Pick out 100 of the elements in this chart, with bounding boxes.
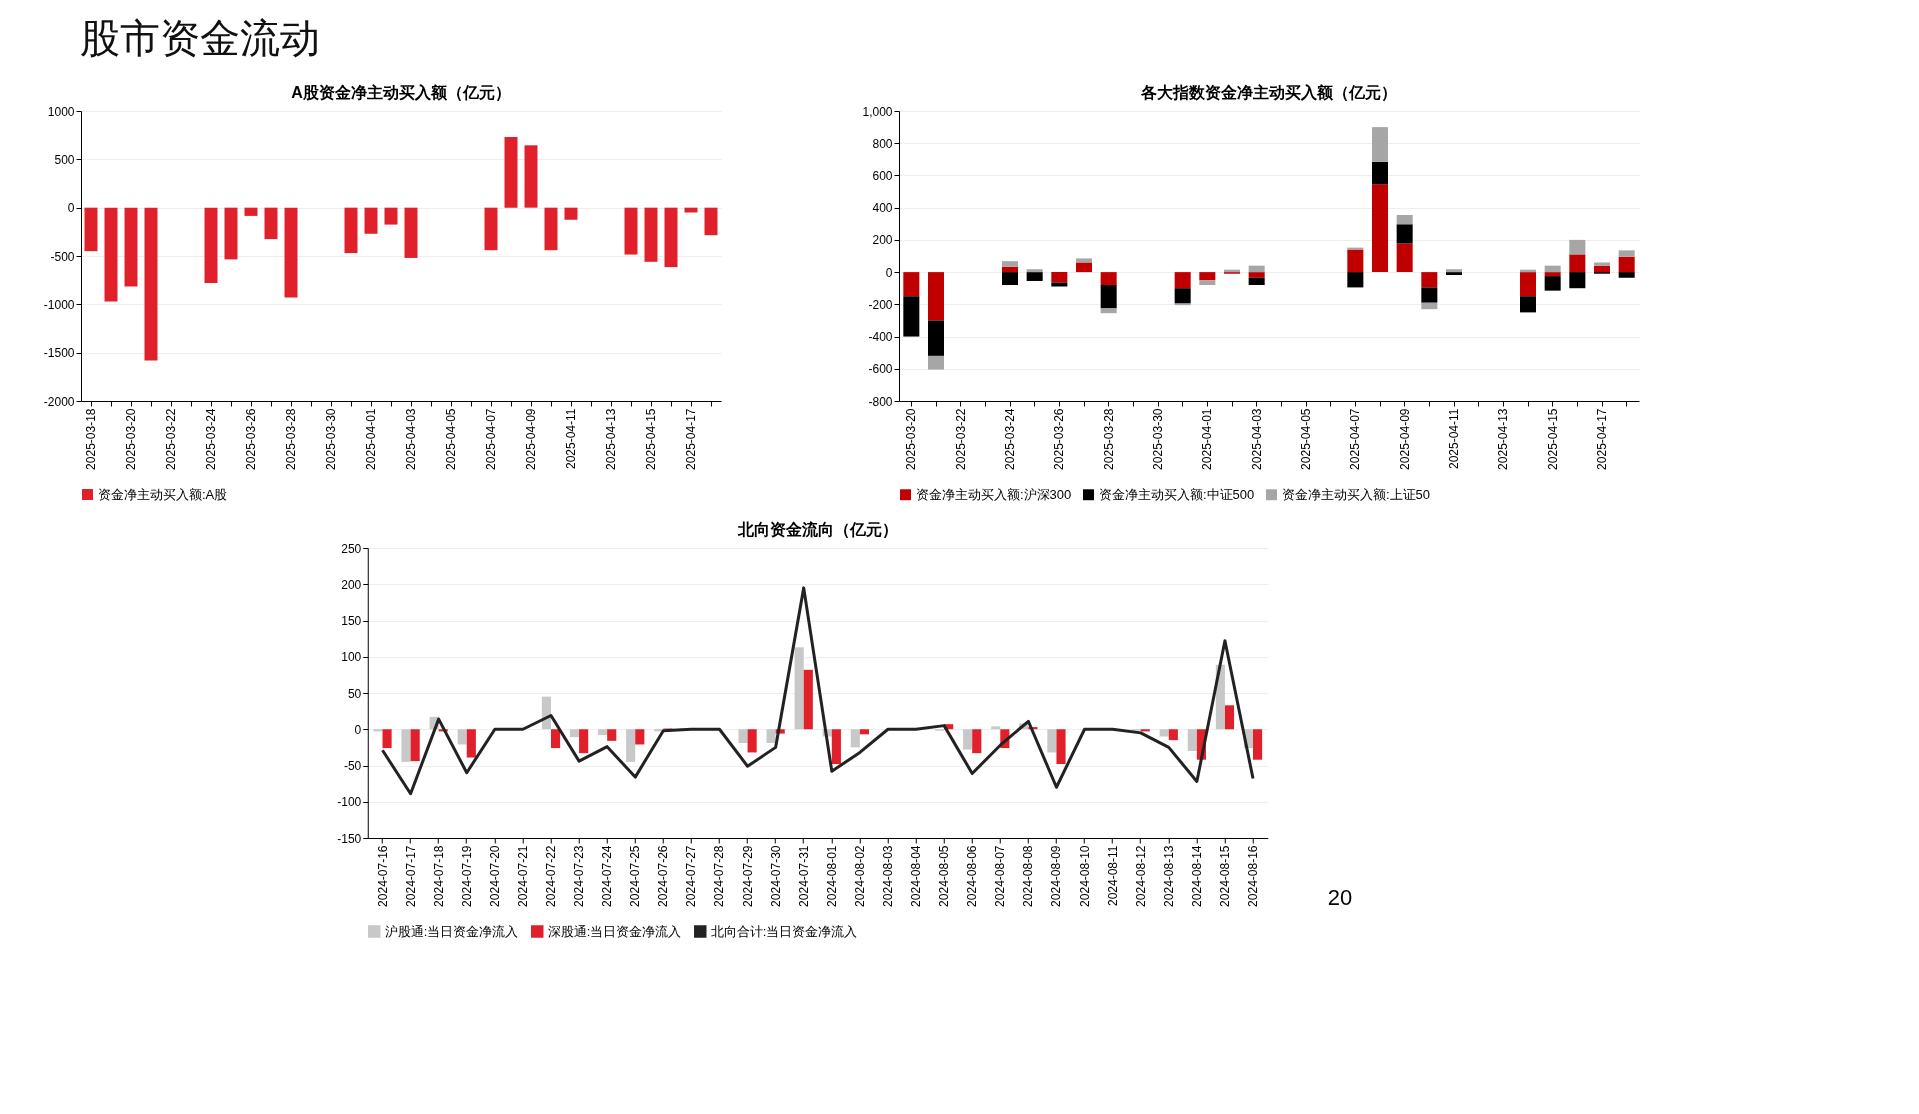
y-tick-label: -500 — [50, 249, 75, 264]
bar — [1224, 705, 1235, 730]
bar — [664, 207, 678, 268]
x-tick-label: 2024-08-09 — [1049, 845, 1064, 907]
legend-label: 沪股通:当日资金净流入 — [384, 923, 519, 939]
x-tick-label: 2025-03-30 — [324, 408, 338, 470]
y-tick-label: 150 — [341, 614, 362, 628]
x-tick-label: 2024-07-21 — [515, 845, 530, 907]
bar — [466, 729, 476, 758]
bar — [1569, 239, 1586, 255]
bar — [766, 729, 776, 744]
bar — [524, 145, 538, 208]
x-tick-label: 2025-04-01 — [364, 408, 378, 470]
bar — [284, 207, 298, 298]
bar — [1371, 161, 1389, 185]
bar — [484, 207, 498, 251]
bar — [903, 272, 920, 297]
bar — [224, 207, 238, 260]
bar — [1593, 262, 1611, 266]
x-tick-label: 2024-08-01 — [824, 845, 839, 907]
bar — [1051, 282, 1068, 287]
bar — [972, 729, 982, 754]
x-tick-label: 2024-08-14 — [1189, 845, 1204, 907]
bar — [104, 207, 118, 302]
y-tick-label: -150 — [337, 831, 362, 846]
x-tick-label: 2024-08-02 — [852, 845, 867, 907]
x-tick-label: 2024-07-16 — [375, 845, 390, 907]
x-tick-label: 2025-04-03 — [404, 408, 418, 470]
y-tick-label: 1,000 — [862, 104, 893, 119]
line-series — [381, 586, 1255, 796]
y-tick-label: -400 — [868, 330, 893, 345]
bar — [1100, 285, 1117, 309]
bar — [626, 729, 636, 762]
x-tick-label: 2025-03-28 — [284, 408, 298, 470]
bar — [684, 207, 698, 213]
bar — [1519, 272, 1537, 297]
bar — [1100, 272, 1117, 285]
x-tick-label: 2025-03-28 — [1101, 408, 1116, 470]
bar — [264, 207, 278, 240]
bar — [1075, 262, 1093, 273]
chart-title: A股资金净主动买入额（亿元） — [291, 83, 511, 102]
chart-title: 各大指数资金净主动买入额（亿元） — [1140, 83, 1397, 102]
bar — [344, 207, 358, 254]
bar — [1199, 272, 1216, 281]
bar — [504, 137, 518, 208]
x-tick-label: 2024-08-13 — [1161, 845, 1176, 907]
y-tick-label: 200 — [341, 577, 362, 592]
bar — [803, 669, 813, 730]
bar — [1347, 272, 1364, 288]
chart-title: 北向资金流向（亿元） — [736, 520, 898, 539]
bar — [1100, 308, 1117, 314]
bar — [569, 729, 580, 738]
x-tick-label: 2024-07-30 — [768, 845, 783, 907]
bar — [624, 207, 638, 255]
bar — [859, 729, 870, 735]
bar — [1026, 272, 1043, 281]
bar — [927, 272, 945, 321]
bar — [1618, 272, 1635, 278]
bar — [124, 207, 138, 287]
bar — [144, 207, 158, 361]
x-tick-label: 2024-07-20 — [487, 845, 502, 907]
bar — [244, 207, 258, 216]
bar — [794, 647, 804, 730]
legend-label: 深股通:当日资金净流入 — [547, 923, 682, 939]
bar — [1421, 272, 1438, 288]
bar — [1248, 272, 1265, 278]
x-tick-label: 2025-04-03 — [1249, 408, 1264, 470]
x-tick-label: 2024-07-27 — [684, 845, 699, 907]
x-tick-label: 2024-07-17 — [403, 845, 418, 907]
y-tick-label: 800 — [872, 136, 893, 151]
bar — [644, 207, 658, 262]
x-tick-label: 2024-07-19 — [459, 845, 474, 907]
x-tick-label: 2025-03-22 — [953, 408, 968, 470]
x-tick-label: 2024-08-12 — [1133, 845, 1148, 907]
x-tick-label: 2025-04-13 — [604, 408, 618, 470]
bar — [1026, 269, 1043, 273]
y-tick-label: -50 — [343, 759, 362, 773]
bar — [1421, 302, 1438, 310]
bar — [1618, 250, 1635, 257]
y-tick-label: 600 — [872, 168, 893, 183]
y-tick-label: 400 — [872, 201, 893, 216]
x-tick-label: 2024-07-26 — [656, 845, 671, 907]
x-tick-label: 2024-07-23 — [572, 845, 587, 907]
bar — [1396, 215, 1413, 225]
bar — [1544, 276, 1561, 291]
x-tick-label: 2025-03-30 — [1151, 408, 1165, 470]
y-tick-label: 100 — [341, 650, 362, 665]
x-tick-label: 2025-04-05 — [1299, 408, 1313, 470]
x-tick-label: 2024-08-07 — [993, 845, 1008, 907]
bar — [1253, 729, 1263, 760]
y-tick-label: 500 — [54, 152, 75, 167]
x-tick-label: 2024-08-03 — [880, 845, 895, 907]
bar — [963, 729, 973, 750]
y-tick-label: -1500 — [43, 346, 75, 361]
bar — [1140, 729, 1150, 732]
bar — [1544, 272, 1561, 277]
x-tick-label: 2025-04-05 — [444, 408, 458, 470]
x-tick-label: 2024-08-11 — [1105, 845, 1120, 906]
x-tick-label: 2024-08-05 — [937, 845, 952, 907]
legend-label: 资金净主动买入额:中证500 — [1099, 486, 1255, 502]
